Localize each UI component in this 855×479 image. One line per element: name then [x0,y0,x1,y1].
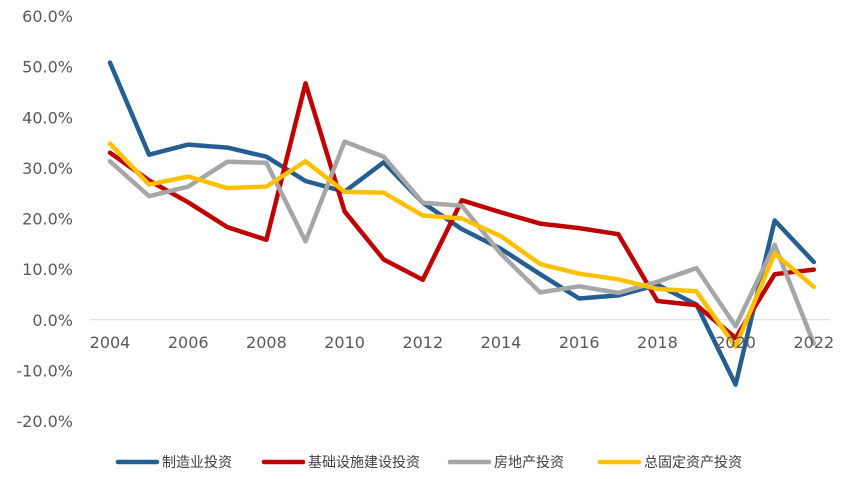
y-tick-label: 20.0% [22,210,73,229]
x-tick-label: 2012 [402,333,443,352]
y-tick-label: -10.0% [16,361,73,380]
series-lines [107,60,817,387]
y-axis-tick-labels: 60.0% 50.0% 40.0% 30.0% 20.0% 10.0% 0.0% -10.0%… [16,7,73,431]
x-tick-label: 2008 [246,333,287,352]
x-tick-label: 2006 [168,333,209,352]
x-tick-label: 2020 [715,333,756,352]
x-tick-label: 2004 [90,333,131,352]
legend-label: 制造业投资 [162,455,232,471]
y-tick-label: 0.0% [32,311,73,330]
y-tick-label: 10.0% [22,260,73,279]
legend-label: 基础设施建设投资 [308,454,420,471]
y-tick-label: 40.0% [22,108,73,127]
x-tick-label: 2018 [637,333,678,352]
x-tick-label: 2014 [481,333,522,352]
legend-label: 总固定资产投资 [644,455,742,471]
y-tick-label: 50.0% [22,58,73,77]
series-line-1 [107,60,817,387]
series-line-4 [107,141,817,349]
x-tick-label: 2016 [559,333,600,352]
y-tick-label: 30.0% [22,159,73,178]
legend-label: 房地产投资 [494,455,564,471]
series-line-3 [107,139,817,346]
x-tick-label: 2010 [324,333,365,352]
y-tick-label: 60.0% [22,7,73,26]
legend: 制造业投资 基础设施建设投资 房地产投资 总固定资产投资 [115,454,742,471]
series-line-2 [107,81,817,341]
y-tick-label: -20.0% [16,412,73,431]
x-tick-label: 2022 [793,333,834,352]
x-axis-tick-labels: 2004 2006 2008 2010 2012 2014 2016 2018 2020 2022 [90,333,835,352]
